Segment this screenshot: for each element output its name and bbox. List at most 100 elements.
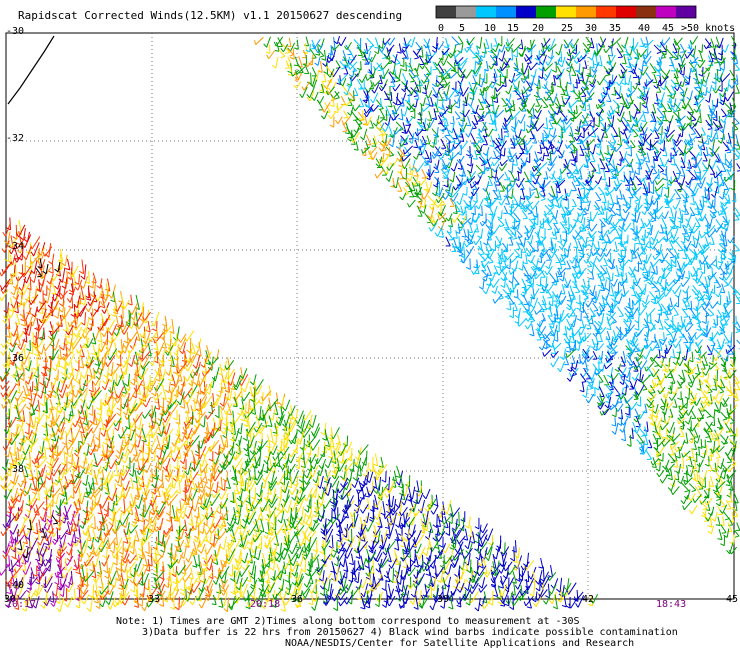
wind-barb [498, 68, 504, 77]
wind-barb [168, 489, 178, 499]
wind-barb [732, 61, 740, 71]
wind-barb [557, 361, 566, 373]
wind-barb [620, 171, 626, 183]
wind-barb [444, 135, 452, 145]
wind-barb [557, 234, 562, 243]
wind-barb [384, 540, 396, 553]
wind-barb [79, 518, 87, 529]
wind-barb [444, 68, 451, 79]
wind-barb [727, 369, 737, 379]
wind-barb [595, 163, 601, 175]
wind-barb [704, 456, 710, 467]
wind-barb [543, 93, 552, 101]
wind-barb [722, 372, 730, 381]
wind-barb [397, 181, 403, 192]
wind-barb [263, 487, 270, 501]
wind-barb [717, 528, 723, 541]
wind-barb [712, 121, 720, 131]
wind-barb [670, 61, 676, 72]
wind-barb [657, 116, 666, 125]
wind-barb [577, 179, 586, 190]
wind-barb [513, 48, 518, 58]
wind-barb [443, 499, 452, 515]
wind-barb [689, 45, 697, 58]
wind-barb [704, 409, 712, 419]
wind-barb [605, 330, 611, 341]
wind-barb [469, 81, 478, 92]
wind-barb [590, 338, 596, 348]
wind-barb [429, 138, 436, 148]
wind-barb [684, 415, 692, 425]
wind-barb [495, 137, 502, 147]
wind-barb [216, 387, 223, 398]
wind-barb [719, 96, 726, 106]
wind-barb [371, 84, 380, 94]
lat-lon-grid [6, 33, 734, 599]
wind-barb [414, 67, 419, 77]
wind-barb [653, 44, 662, 54]
wind-barb [685, 270, 690, 280]
wind-barb [701, 189, 707, 199]
wind-barb [599, 150, 605, 161]
wind-barb [108, 487, 118, 502]
wind-barb [640, 66, 649, 76]
wind-barb [379, 49, 388, 60]
wind-barb [660, 80, 667, 91]
wind-barb [620, 126, 628, 135]
wind-barb [347, 61, 358, 70]
wind-barb [397, 165, 404, 175]
wind-barb [425, 135, 431, 145]
wind-barb [0, 264, 10, 277]
wind-barb [49, 349, 59, 361]
wind-barb [520, 102, 527, 112]
wind-barb [633, 103, 641, 114]
wind-barb [360, 128, 368, 141]
wind-barb [518, 104, 527, 112]
wind-barb [682, 242, 689, 252]
wind-barb [597, 95, 606, 104]
wind-barb [472, 65, 482, 77]
wind-barb [369, 510, 374, 523]
wind-barb [214, 405, 220, 419]
wind-barb [723, 512, 730, 521]
wind-barb [559, 95, 565, 107]
wind-barb [701, 78, 708, 88]
wind-barb [549, 96, 555, 106]
wind-barb [378, 534, 384, 550]
wind-barb [364, 44, 374, 54]
wind-barb [518, 39, 524, 50]
wind-barb [661, 37, 671, 46]
wind-barb [36, 410, 47, 422]
wind-barb [339, 78, 347, 87]
wind-barb [359, 98, 365, 108]
wind-barb [643, 55, 652, 65]
wind-barb [79, 357, 85, 369]
wind-barb [612, 126, 619, 137]
wind-barb [682, 285, 690, 294]
wind-barb [453, 230, 458, 239]
wind-barb [680, 279, 690, 288]
wind-barb [597, 333, 603, 343]
wind-barb [600, 169, 606, 181]
wind-barb [99, 495, 110, 509]
wind-barb [723, 79, 730, 92]
wind-barb [310, 423, 320, 436]
wind-barb [689, 504, 698, 515]
wind-barb [408, 36, 416, 48]
wind-barb [651, 103, 657, 114]
wind-barb [83, 420, 90, 432]
wind-barb [656, 54, 664, 64]
wind-barb [627, 253, 633, 263]
wind-barb [514, 89, 522, 100]
wind-barb [173, 355, 179, 369]
wind-barb [495, 237, 503, 249]
wind-barb [343, 110, 349, 119]
wind-barb [392, 105, 401, 114]
wind-barb [72, 369, 80, 382]
wind-barb [673, 102, 682, 112]
wind-barb [614, 264, 620, 278]
wind-barb [709, 236, 715, 245]
wind-barb [709, 408, 716, 419]
wind-barb [427, 195, 436, 206]
wind-barb [458, 168, 465, 178]
